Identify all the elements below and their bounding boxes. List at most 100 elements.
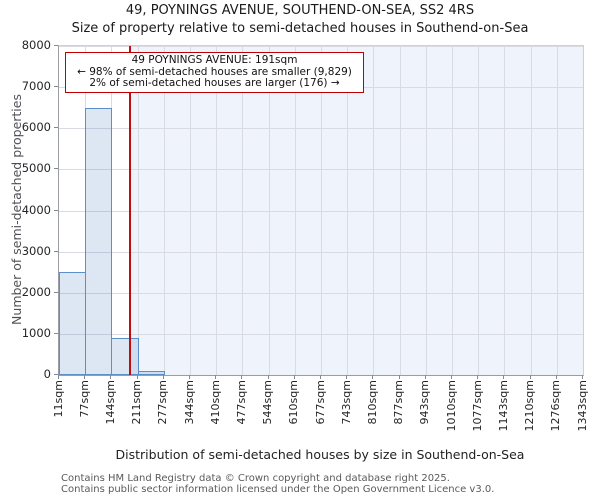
y-tickmark [54, 127, 58, 129]
v-gridline [294, 46, 296, 375]
x-tick-label: 810sqm [365, 380, 379, 427]
x-tickmark [189, 375, 190, 379]
y-tickmark [54, 250, 58, 252]
v-gridline [504, 46, 506, 375]
y-tickmark [54, 209, 58, 211]
x-tick-label: 1210sqm [523, 380, 537, 434]
plot-area: 49 POYNINGS AVENUE: 191sqm ← 98% of semi… [58, 45, 584, 376]
x-tick-label: 1276sqm [549, 380, 563, 434]
annotation-box: 49 POYNINGS AVENUE: 191sqm ← 98% of semi… [65, 52, 364, 93]
x-tick-label: 610sqm [287, 380, 301, 427]
x-tick-label: 77sqm [77, 380, 91, 420]
y-tick-label: 3000 [21, 243, 51, 258]
y-tick-label: 2000 [21, 284, 51, 299]
x-tickmark [555, 375, 557, 379]
x-tickmark [215, 375, 217, 379]
x-tick-label-text: 344sqm [182, 380, 196, 425]
x-tick-label: 1077sqm [470, 380, 484, 434]
x-tick-label: 877sqm [392, 380, 406, 427]
annotation-line-1: 49 POYNINGS AVENUE: 191sqm [131, 54, 298, 66]
x-tickmark [398, 375, 400, 379]
x-tick-label-text: 1276sqm [549, 380, 563, 432]
v-gridline [373, 46, 375, 375]
y-tick-label: 1000 [21, 325, 51, 340]
x-tickmark [58, 375, 59, 379]
x-tick-label-text: 211sqm [130, 380, 144, 425]
x-tick-label-text: 144sqm [103, 380, 117, 425]
y-tick-label: 6000 [21, 120, 51, 135]
x-tick-label: 544sqm [261, 380, 275, 427]
v-gridline [242, 46, 244, 375]
v-gridline [530, 46, 532, 375]
x-tick-label: 743sqm [339, 380, 353, 427]
x-tickmark [346, 375, 348, 379]
y-tickmark [54, 374, 58, 375]
y-tickmark [54, 168, 58, 170]
y-tickmark [54, 332, 58, 334]
y-tickmark [54, 291, 58, 293]
chart-subtitle: Size of property relative to semi-detach… [71, 21, 529, 36]
v-gridline [556, 46, 558, 375]
x-tick-label-text: 1210sqm [523, 380, 537, 432]
y-tick-label: 0 [43, 367, 51, 381]
v-gridline [163, 46, 165, 375]
annotation-line-3: 2% of semi-detached houses are larger (1… [89, 77, 340, 90]
chart-title: 49, POYNINGS AVENUE, SOUTHEND-ON-SEA, SS… [125, 3, 475, 18]
x-tickmark [136, 375, 138, 379]
x-tick-label: 344sqm [182, 380, 196, 427]
y-tick-label: 8000 [21, 38, 51, 52]
x-tick-label: 211sqm [130, 380, 144, 427]
x-tick-label-text: 743sqm [339, 380, 353, 425]
v-gridline [399, 46, 401, 375]
x-tickmark [110, 375, 112, 379]
v-gridline [452, 46, 453, 375]
histogram-bar [85, 107, 113, 375]
x-tick-label: 410sqm [208, 380, 222, 427]
histogram-bar [137, 371, 165, 375]
x-tick-label-text: 1343sqm [575, 380, 589, 432]
x-tickmark [293, 375, 295, 379]
v-gridline [425, 46, 427, 375]
x-tick-label: 1143sqm [496, 380, 510, 434]
x-tick-label-text: 410sqm [208, 380, 222, 425]
x-tick-label-text: 77sqm [77, 380, 91, 418]
x-tickmark [451, 375, 452, 379]
v-gridline [137, 46, 139, 375]
x-tick-label: 1010sqm [444, 380, 458, 434]
x-tick-label: 477sqm [234, 380, 248, 427]
x-tick-label: 144sqm [103, 380, 117, 427]
x-tick-label-text: 810sqm [365, 380, 379, 425]
property-size-marker-line [128, 46, 131, 375]
x-tickmark [582, 375, 583, 379]
x-axis-label: Distribution of semi-detached houses by … [115, 447, 525, 462]
y-tick-label: 7000 [21, 79, 51, 94]
v-gridline [321, 46, 322, 375]
x-tickmark [529, 375, 531, 379]
x-tick-label: 1343sqm [575, 380, 589, 434]
x-tick-label-text: 477sqm [234, 380, 248, 425]
x-tickmark [477, 375, 479, 379]
v-gridline [216, 46, 218, 375]
v-gridline [268, 46, 270, 375]
x-tick-label-text: 544sqm [261, 380, 275, 425]
x-tick-label: 943sqm [418, 380, 432, 427]
y-tick-label: 5000 [21, 161, 51, 176]
x-tick-label: 277sqm [156, 380, 170, 427]
x-tick-label-text: 11sqm [51, 380, 65, 418]
x-tickmark [84, 375, 86, 379]
y-tickmark [54, 45, 58, 46]
x-tick-label-text: 1010sqm [444, 380, 458, 432]
v-gridline [478, 46, 480, 375]
footer-line-2: Contains public sector information licen… [61, 484, 495, 495]
x-tickmark [320, 375, 321, 379]
x-tickmark [241, 375, 243, 379]
histogram-bar [59, 272, 87, 375]
x-tickmark [424, 375, 426, 379]
v-gridline [190, 46, 191, 375]
x-tick-label: 677sqm [313, 380, 327, 427]
x-tickmark [162, 375, 164, 379]
x-tickmark [267, 375, 269, 379]
x-tick-label-text: 1077sqm [470, 380, 484, 432]
x-tick-label-text: 677sqm [313, 380, 327, 425]
y-tick-label: 4000 [21, 202, 51, 217]
